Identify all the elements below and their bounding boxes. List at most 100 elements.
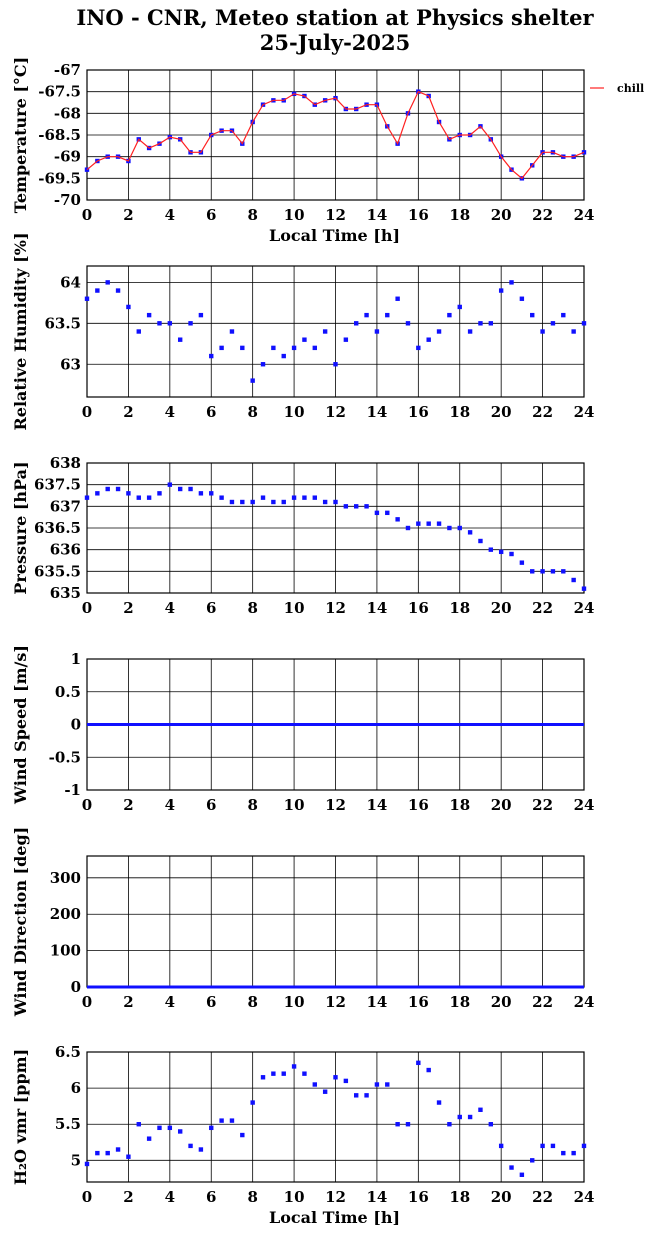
data-point	[447, 312, 452, 318]
y-tick-label: 64	[60, 273, 81, 291]
data-point	[240, 345, 245, 351]
x-tick-label: 20	[491, 206, 512, 224]
plot-frame	[86, 1051, 585, 1183]
data-point	[385, 1082, 390, 1087]
data-point	[167, 482, 173, 487]
x-tick-label: 16	[408, 1188, 429, 1206]
data-point	[364, 1093, 369, 1098]
x-tick-label: 8	[247, 206, 257, 224]
x-tick-label: 2	[123, 599, 133, 617]
data-point	[416, 1060, 421, 1066]
x-tick-label: 16	[408, 599, 429, 617]
data-point	[581, 1143, 587, 1149]
data-point	[395, 1122, 400, 1127]
data-point	[467, 1114, 473, 1120]
y-tick-label: 5.5	[55, 1115, 81, 1133]
plot-frame	[86, 265, 585, 398]
x-tick-label: 24	[574, 993, 595, 1011]
y-axis-label: Wind Direction [deg]	[11, 827, 30, 1018]
y-axis-label: H₂O vmr [ppm]	[11, 1049, 30, 1185]
data-point	[115, 288, 121, 293]
x-tick-label: 14	[366, 403, 387, 421]
data-point	[509, 280, 514, 285]
data-point	[209, 353, 214, 359]
legend-label: chill	[617, 82, 644, 95]
data-point	[271, 499, 276, 505]
data-point	[157, 321, 162, 326]
y-tick-label: 0.5	[55, 683, 81, 701]
x-tick-label: 20	[491, 993, 512, 1011]
data-point	[126, 304, 131, 310]
x-tick-label: 24	[574, 796, 595, 814]
y-axis-label: Relative Humidity [%]	[11, 232, 30, 430]
data-point	[405, 1122, 411, 1127]
data-point	[219, 495, 224, 500]
data-point	[322, 329, 328, 334]
data-point	[271, 345, 276, 351]
x-tick-label: 2	[123, 206, 133, 224]
x-tick-label: 4	[165, 796, 175, 814]
y-tick-label: 6	[71, 1079, 81, 1097]
data-point	[281, 1071, 286, 1076]
x-tick-label: 6	[206, 993, 216, 1011]
x-tick-label: 10	[284, 796, 305, 814]
data-point	[333, 362, 338, 367]
data-point	[312, 345, 317, 351]
x-tick-label: 6	[206, 599, 216, 617]
data-point	[374, 329, 380, 334]
y-tick-label: 300	[50, 869, 81, 887]
x-tick-label: 8	[247, 403, 257, 421]
y-tick-label: -70	[54, 191, 81, 209]
data-point	[364, 504, 369, 509]
data-point	[354, 1093, 359, 1098]
x-tick-label: 18	[449, 1188, 470, 1206]
x-tick-label: 22	[532, 796, 553, 814]
x-tick-label: 20	[491, 403, 512, 421]
data-point	[198, 312, 204, 318]
plot-frame	[86, 462, 585, 594]
data-point	[333, 1075, 338, 1080]
data-point	[498, 549, 504, 555]
data-point	[95, 491, 100, 496]
data-point	[405, 321, 411, 326]
data-point	[136, 495, 141, 500]
x-tick-label: 10	[284, 599, 305, 617]
y-tick-label: 0	[71, 716, 81, 734]
data-point	[343, 504, 349, 509]
x-tick-label: 2	[123, 1188, 133, 1206]
data-point	[136, 329, 141, 334]
data-point	[260, 1075, 266, 1080]
data-point	[519, 1172, 525, 1177]
x-tick-label: 6	[206, 1188, 216, 1206]
data-point	[240, 1132, 245, 1138]
plot-frame	[86, 69, 585, 201]
x-tick-label: 0	[82, 1188, 92, 1206]
x-tick-label: 12	[325, 403, 346, 421]
data-point	[385, 312, 390, 318]
x-tick-label: 10	[284, 1188, 305, 1206]
x-tick-label: 20	[491, 599, 512, 617]
data-point	[530, 1158, 535, 1163]
data-point	[343, 1078, 349, 1084]
temperature-panel: 0 2 4 6 8 10 12 14 16 18 20 22 24-67-67.5-68-68.5-69…	[11, 57, 594, 245]
data-point	[519, 296, 525, 301]
data-point	[84, 1161, 90, 1167]
data-point	[240, 499, 245, 505]
data-point	[488, 1122, 494, 1127]
data-point	[540, 329, 545, 334]
data-point	[126, 1154, 131, 1159]
x-tick-label: 0	[82, 403, 92, 421]
x-tick-label: 18	[449, 403, 470, 421]
x-axis-label: Local Time [h]	[269, 1208, 400, 1227]
data-point	[209, 1125, 214, 1131]
data-point	[447, 525, 452, 531]
data-point	[364, 312, 369, 318]
x-tick-label: 4	[165, 206, 175, 224]
data-point	[105, 486, 110, 492]
y-tick-label: 1	[71, 650, 81, 668]
data-point	[426, 337, 431, 342]
data-point	[509, 551, 514, 557]
data-point	[530, 569, 535, 574]
data-point	[581, 586, 587, 591]
